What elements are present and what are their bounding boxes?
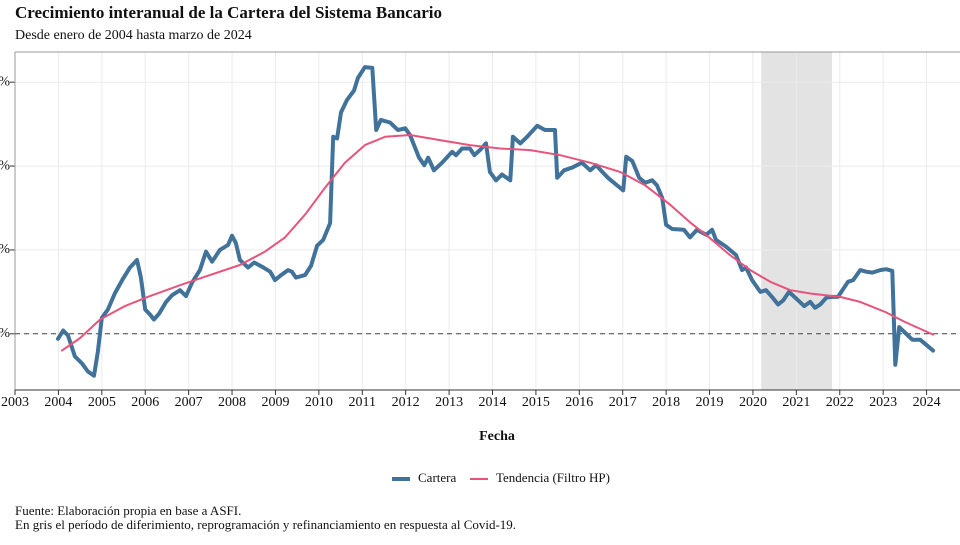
chart-subtitle: Desde enero de 2004 hasta marzo de 2024 (15, 28, 252, 43)
x-tick-label: 2015 (522, 395, 550, 410)
x-tick-label: 2016 (565, 395, 593, 410)
x-tick-label: 2008 (218, 395, 246, 410)
x-tick-label: 2009 (261, 395, 289, 410)
footnote: En gris el período de diferimiento, repr… (15, 517, 516, 532)
x-tick-label: 2021 (782, 395, 810, 410)
x-tick-label: 2012 (392, 395, 420, 410)
y-tick-label: 10% (0, 242, 10, 257)
legend-label: Tendencia (Filtro HP) (496, 470, 610, 485)
x-axis-label: Fecha (479, 429, 515, 444)
x-tick-label: 2019 (696, 395, 724, 410)
series-line (60, 134, 935, 352)
x-tick-label: 2014 (478, 395, 506, 410)
footnote: Fuente: Elaboración propia en base a ASF… (15, 503, 241, 518)
y-tick-label: 0% (0, 326, 10, 341)
x-tick-label: 2003 (1, 395, 29, 410)
x-tick-label: 2006 (131, 395, 159, 410)
x-tick-label: 2023 (869, 395, 897, 410)
x-tick-label: 2017 (609, 395, 637, 410)
x-tick-label: 2011 (349, 395, 376, 410)
y-tick-label: 30% (0, 74, 10, 89)
x-tick-label: 2010 (305, 395, 333, 410)
x-tick-label: 2004 (44, 395, 72, 410)
legend-label: Cartera (418, 470, 456, 485)
x-tick-label: 2007 (175, 395, 203, 410)
x-tick-label: 2024 (913, 395, 941, 410)
x-tick-label: 2005 (88, 395, 116, 410)
x-tick-label: 2022 (826, 395, 854, 410)
y-tick-label: 20% (0, 158, 10, 173)
chart-title: Crecimiento interanual de la Cartera del… (15, 3, 442, 22)
x-tick-label: 2020 (739, 395, 767, 410)
x-tick-label: 2013 (435, 395, 463, 410)
x-tick-label: 2018 (652, 395, 680, 410)
